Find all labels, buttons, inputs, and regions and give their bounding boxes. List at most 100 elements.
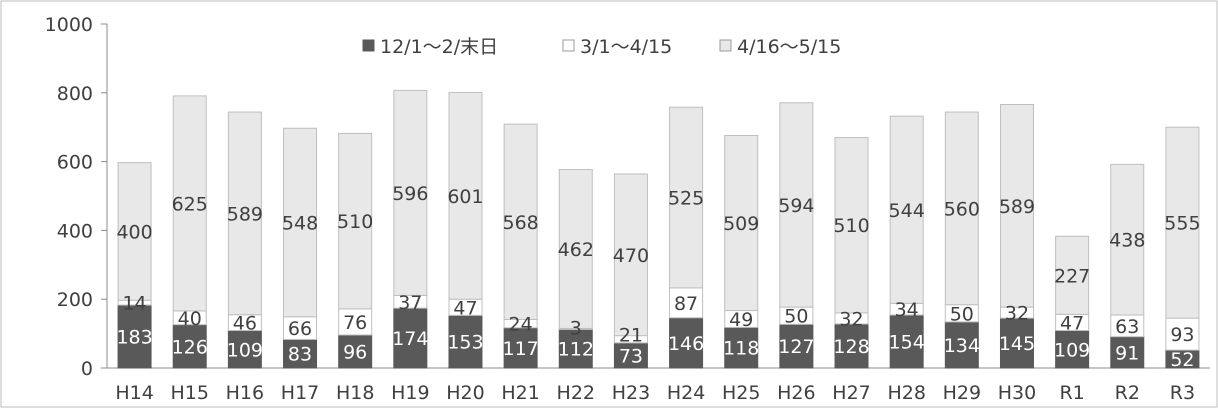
data-label-series-1: 126 (172, 336, 208, 358)
legend-label: 3/1〜4/15 (580, 36, 672, 58)
x-tick-label: R1 (1059, 382, 1084, 404)
bar-segment-1 (338, 334, 373, 369)
bar-segment-3 (1055, 235, 1090, 315)
data-label-series-1: 128 (833, 336, 869, 358)
bar-segment-3 (669, 106, 704, 289)
data-labels: 183 14 400 126 40 625 109 46 589 83 66 548 96 76 510 17… (116, 183, 1200, 371)
y-tick-label: 800 (57, 83, 93, 105)
bar-segment-3 (558, 169, 593, 329)
x-tick-label: H20 (446, 382, 484, 404)
bar-segment-1 (1110, 336, 1145, 369)
data-label-series-3: 596 (392, 183, 428, 205)
data-label-series-2: 37 (398, 292, 422, 314)
x-tick-label: R2 (1115, 382, 1140, 404)
bar-segment-1 (227, 330, 262, 369)
bar-segment-3 (889, 115, 924, 304)
data-label-series-2: 32 (839, 308, 863, 330)
bar-segment-3 (999, 103, 1034, 308)
bars (117, 89, 1200, 369)
bar-segment-3 (117, 162, 152, 301)
bar-segment-3 (613, 173, 648, 337)
x-tick-label: H19 (391, 382, 429, 404)
data-label-series-3: 470 (613, 245, 649, 267)
bar-segment-3 (338, 132, 373, 310)
x-tick-label: H25 (722, 382, 760, 404)
data-label-series-3: 510 (833, 215, 869, 237)
x-tick-label: H16 (226, 382, 264, 404)
bar-segment-3 (779, 102, 814, 308)
x-tick-label: H29 (943, 382, 981, 404)
data-label-series-3: 589 (999, 196, 1035, 218)
bar-segment-1 (944, 321, 979, 369)
bar-segment-2 (338, 308, 373, 336)
bar-segment-3 (393, 89, 428, 296)
bar-segment-3 (283, 127, 318, 318)
legend-label: 4/16〜5/15 (737, 36, 841, 58)
legend-swatch (562, 39, 575, 52)
bar-segment-3 (834, 137, 869, 314)
data-label-series-3: 462 (558, 239, 594, 261)
y-axis: 0 200 400 600 800 1000 (45, 14, 108, 380)
bar-segment-3 (503, 123, 538, 320)
data-label-series-1: 118 (723, 338, 759, 360)
bar-segment-1 (172, 324, 207, 369)
x-tick-label: H28 (887, 382, 925, 404)
data-label-series-3: 438 (1109, 230, 1145, 252)
data-label-series-3: 227 (1054, 265, 1090, 287)
data-label-series-1: 73 (619, 345, 643, 367)
bar-segment-1 (283, 338, 318, 369)
bar-segment-3 (448, 91, 483, 300)
data-label-series-2: 24 (509, 314, 533, 336)
x-tick-label: H17 (281, 382, 319, 404)
bar-segment-1 (448, 314, 483, 369)
x-tick-label: H27 (832, 382, 870, 404)
legend: 12/1〜2/末日 3/1〜4/15 4/16〜5/15 (362, 36, 841, 58)
data-label-series-1: 183 (116, 327, 152, 349)
x-tick-label: H15 (170, 382, 208, 404)
data-label-series-3: 400 (116, 221, 152, 243)
data-label-series-2: 3 (570, 318, 582, 340)
data-label-series-3: 548 (282, 212, 318, 234)
x-tick-label: H23 (612, 382, 650, 404)
bar-segment-1 (834, 323, 869, 369)
bar-segment-1 (889, 314, 924, 369)
data-label-series-2: 63 (1115, 316, 1139, 338)
bar-segment-1 (613, 342, 648, 369)
y-tick-label: 1000 (45, 14, 93, 36)
data-label-series-3: 594 (778, 195, 814, 217)
data-label-series-3: 625 (172, 193, 208, 215)
data-label-series-3: 555 (1164, 213, 1200, 235)
data-label-series-3: 510 (337, 211, 373, 233)
data-label-series-2: 46 (233, 313, 257, 335)
x-tick-label: H22 (557, 382, 595, 404)
data-label-series-3: 568 (502, 212, 538, 234)
data-label-series-3: 525 (668, 188, 704, 210)
data-label-series-2: 34 (895, 299, 919, 321)
data-label-series-2: 93 (1170, 324, 1194, 346)
bar-segment-3 (172, 95, 207, 312)
y-tick-label: 400 (57, 220, 93, 242)
data-label-series-1: 83 (288, 344, 312, 366)
data-label-series-1: 96 (343, 341, 367, 363)
data-label-series-2: 66 (288, 318, 312, 340)
data-label-series-2: 32 (1005, 303, 1029, 325)
data-label-series-2: 21 (619, 324, 643, 346)
y-tick-label: 200 (57, 289, 93, 311)
bar-segment-1 (503, 327, 538, 369)
bar-segment-3 (1165, 126, 1200, 319)
x-tick-label: R3 (1170, 382, 1195, 404)
y-tick-label: 0 (81, 358, 93, 380)
data-label-series-1: 109 (1054, 339, 1090, 361)
data-label-series-1: 112 (558, 339, 594, 361)
bar-segment-1 (558, 328, 593, 369)
data-label-series-2: 76 (343, 312, 367, 334)
data-label-series-1: 134 (944, 335, 980, 357)
data-label-series-1: 174 (392, 328, 428, 350)
data-label-series-2: 50 (784, 306, 808, 328)
y-tick-label: 600 (57, 152, 93, 174)
data-label-series-2: 47 (453, 297, 477, 319)
data-label-series-1: 52 (1170, 349, 1194, 371)
data-label-series-2: 40 (178, 308, 202, 330)
data-label-series-3: 509 (723, 213, 759, 235)
